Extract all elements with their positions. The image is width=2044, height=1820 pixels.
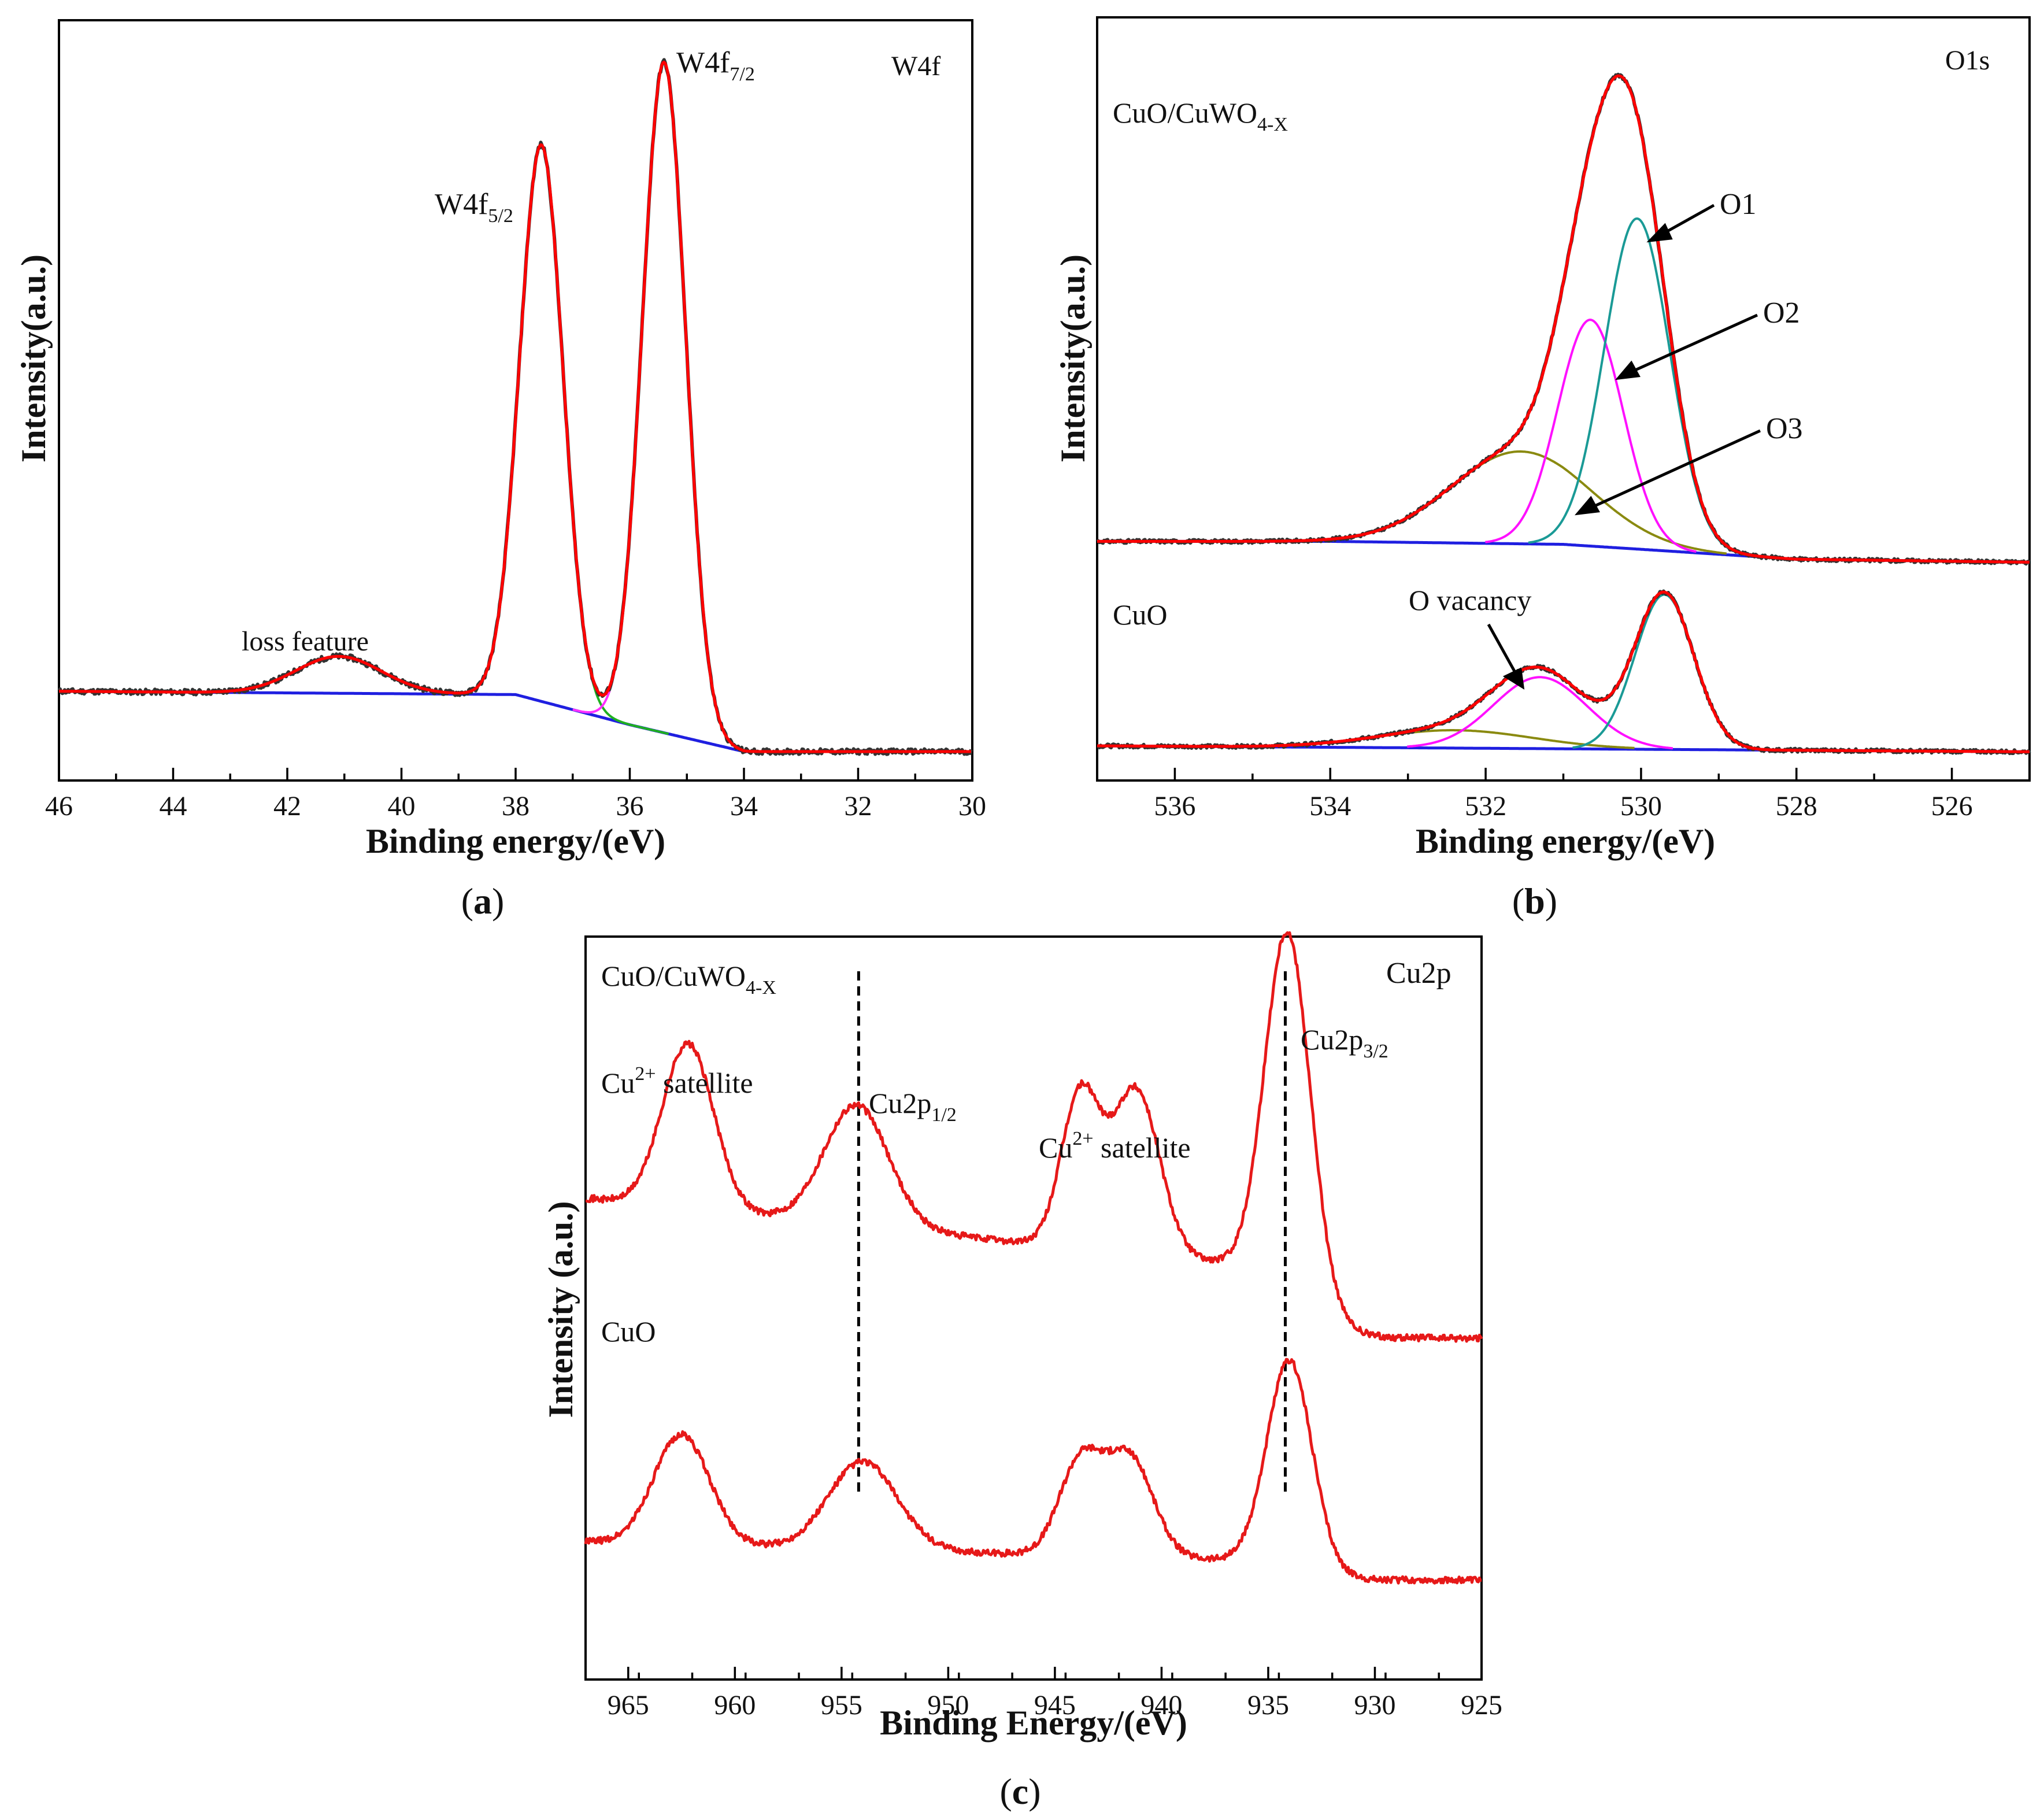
x-tick-label: 36 [616,791,644,822]
panel-b-frame [1096,16,2031,782]
panel-b-o3-label: O3 [1766,412,1803,445]
panel-c-cu2p: 965 960 955 950 945 940 935 930 925 Cu2p CuO/CuW… [542,931,1502,1812]
panel-a-label: (a) [461,881,505,922]
arrow-o2-head [1615,360,1641,380]
panel-c-sat-left-label: Cu2+ satellite [601,1063,753,1099]
panel-b-top-raw-line [1096,72,2031,566]
x-tick-label: 534 [1309,791,1351,822]
x-tick-label: 30 [958,791,986,822]
panel-b-top-fit-line [1097,74,2030,564]
panel-b-label: (b) [1512,881,1557,922]
panel-b-o-vacancy-label: O vacancy [1409,584,1531,616]
x-tick-label: 38 [502,791,529,822]
arrow-o-vacancy [1487,623,1519,678]
panel-c-bottom-series-label: CuO [601,1315,656,1348]
panel-c-bottom-spectrum-line [584,1357,1482,1585]
panel-c-top-spectrum-line [585,931,1483,1343]
panel-a-x-axis-title: Binding energy/(eV) [366,822,665,860]
panel-b-top-o3-component [1314,450,1727,555]
panel-a-loss-feature-label: loss feature [242,626,369,657]
panel-a-x-ticks: 46 44 42 40 38 36 34 32 30 [45,768,986,822]
panel-c-x-axis-title: Binding Energy/(eV) [880,1704,1187,1742]
panel-c-title: Cu2p [1386,957,1451,990]
panel-b-y-axis-title: Intensity(a.u.) [1054,254,1092,463]
panel-a-w4f52-component [480,143,669,735]
panel-a-background-line [58,690,972,753]
panel-a-curves [57,58,973,756]
panel-b-bottom-o1-component [1572,593,1756,750]
panel-c-p32-label: Cu2p3/2 [1301,1023,1388,1062]
panel-b-arrows [1487,204,1761,690]
panel-c-top-series-label: CuO/CuWO4-X [601,960,776,998]
panel-c-y-axis-title: Intensity (a.u.) [542,1201,580,1418]
x-tick-label: 526 [1931,791,1973,822]
x-tick-label: 42 [273,791,301,822]
panel-b-o1s: 536 534 532 530 528 526 O1s CuO/CuWO4-X CuO O… [1054,16,2031,922]
panel-a-title: W4f [891,51,940,82]
panel-b-o1-label: O1 [1720,188,1757,221]
panel-c-x-ticks: 965 960 955 950 945 940 935 930 925 [584,1667,1502,1721]
x-tick-label: 536 [1154,791,1195,822]
x-tick-label: 32 [845,791,872,822]
x-tick-label: 945 [1034,1690,1076,1721]
panel-c-label: (c) [999,1771,1040,1812]
panel-a-fit-line [58,61,972,753]
x-tick-label: 930 [1354,1690,1395,1721]
panel-c-sat-mid-label: Cu2+ satellite [1039,1128,1191,1164]
x-tick-label: 925 [1461,1690,1502,1721]
x-tick-label: 530 [1620,791,1662,822]
panel-a-w4f: 46 44 42 40 38 36 34 32 30 W4f W4f7/2 W4f5/2 los… [14,19,986,922]
x-tick-label: 955 [821,1690,862,1721]
panel-b-bottom-raw-line [1097,589,2031,756]
x-tick-label: 935 [1247,1690,1289,1721]
panel-b-bottom-o2-component [1407,676,1673,750]
panel-a-w4f72-component [572,61,754,753]
panel-b-top-o1-component [1528,217,1747,556]
arrow-o2 [1628,313,1758,375]
x-tick-label: 528 [1776,791,1817,822]
x-tick-label: 40 [388,791,416,822]
x-tick-label: 44 [160,791,187,822]
panel-b-bottom-series-label: CuO [1113,598,1167,631]
x-tick-label: 940 [1141,1690,1182,1721]
arrow-o1-head [1646,223,1673,243]
panel-b-bottom-fit-line [1097,590,2030,753]
panel-b-title: O1s [1945,45,1990,76]
panel-c-curves [584,931,1483,1585]
x-tick-label: 960 [714,1690,756,1721]
panel-b-o2-label: O2 [1763,297,1800,330]
panel-b-top-o2-component [1485,319,1697,553]
panel-b-x-axis-title: Binding energy/(eV) [1416,822,1715,860]
arrow-o3 [1587,429,1761,511]
panel-a-y-axis-title: Intensity(a.u.) [14,254,53,463]
x-tick-label: 532 [1465,791,1506,822]
panel-c-frame [584,935,1483,1681]
panel-b-curves [1096,72,2031,756]
panel-b-top-series-label: CuO/CuWO4-X [1113,97,1288,135]
arrow-o-vacancy-head [1502,667,1525,690]
panel-c-p12-label: Cu2p1/2 [869,1087,957,1126]
panel-a-peak-72-label: W4f7/2 [676,46,755,85]
x-tick-label: 34 [730,791,758,822]
panel-a-peak-52-label: W4f5/2 [435,188,513,227]
arrow-o3-head [1574,495,1600,516]
panel-b-x-ticks: 536 534 532 530 528 526 [1096,768,2031,822]
x-tick-label: 965 [608,1690,649,1721]
x-tick-label: 46 [45,791,73,822]
x-tick-label: 950 [927,1690,969,1721]
